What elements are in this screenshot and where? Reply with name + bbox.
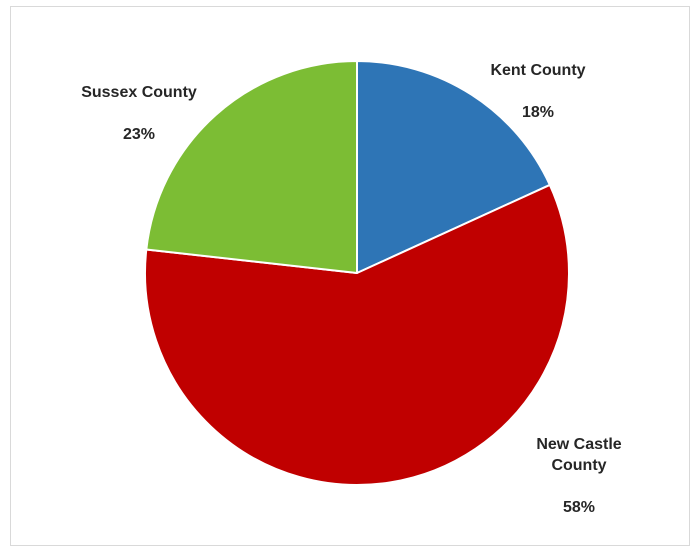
data-label-kent-county: Kent County 18% bbox=[468, 39, 608, 123]
pie-slice-sussex-county bbox=[145, 60, 358, 274]
data-label-new-castle-county: New Castle County 58% bbox=[509, 413, 649, 518]
data-label-new-castle-county-percent: 58% bbox=[562, 499, 596, 516]
data-label-sussex-county-name: Sussex County bbox=[81, 84, 197, 101]
data-label-kent-county-name: Kent County bbox=[490, 62, 586, 79]
pie-slice-new-castle-county bbox=[144, 183, 570, 486]
data-label-sussex-county: Sussex County 23% bbox=[69, 61, 209, 145]
data-label-kent-county-percent: 18% bbox=[521, 104, 555, 121]
pie-slices bbox=[144, 60, 570, 486]
data-label-sussex-county-percent: 23% bbox=[122, 126, 156, 143]
data-label-new-castle-county-name: New Castle County bbox=[536, 436, 622, 474]
pie-slice-kent-county bbox=[356, 60, 551, 274]
